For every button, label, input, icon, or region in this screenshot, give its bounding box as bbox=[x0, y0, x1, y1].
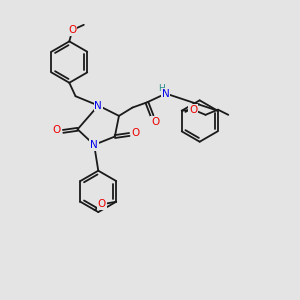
Text: N: N bbox=[94, 100, 102, 110]
Text: O: O bbox=[53, 125, 61, 135]
Text: O: O bbox=[131, 128, 140, 138]
Text: H: H bbox=[158, 85, 165, 94]
Text: O: O bbox=[68, 25, 76, 35]
Text: O: O bbox=[98, 199, 106, 209]
Text: O: O bbox=[151, 117, 159, 127]
Text: O: O bbox=[189, 105, 197, 115]
Text: N: N bbox=[162, 89, 170, 99]
Text: N: N bbox=[90, 140, 98, 150]
